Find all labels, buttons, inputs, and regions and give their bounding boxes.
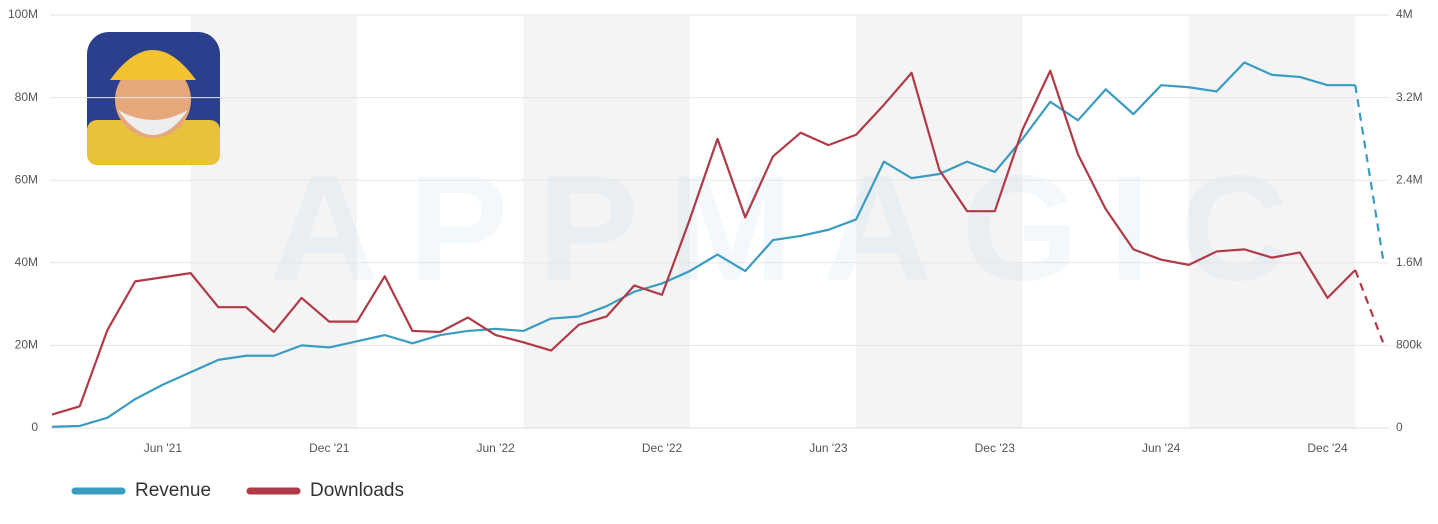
band bbox=[856, 15, 1023, 428]
bands bbox=[190, 15, 1356, 428]
series-line-forecast bbox=[1354, 269, 1385, 343]
app-icon bbox=[87, 32, 220, 165]
y2-tick-label: 4M bbox=[1396, 7, 1413, 21]
y2-tick-label: 2.4M bbox=[1396, 172, 1423, 186]
x-tick-label: Jun '23 bbox=[809, 441, 848, 455]
y-tick-label: 0 bbox=[31, 420, 38, 434]
y-tick-label: 40M bbox=[15, 255, 38, 269]
series-line bbox=[51, 61, 1356, 428]
y2-tick-label: 1.6M bbox=[1396, 255, 1423, 269]
band bbox=[523, 15, 690, 428]
x-tick-label: Jun '24 bbox=[1142, 441, 1181, 455]
y-tick-label: 80M bbox=[15, 90, 38, 104]
y2-tick-label: 0 bbox=[1396, 420, 1403, 434]
x-tick-label: Jun '21 bbox=[144, 441, 183, 455]
y2-tick-label: 3.2M bbox=[1396, 90, 1423, 104]
y2-tick-label: 800k bbox=[1396, 338, 1423, 352]
band bbox=[1188, 15, 1356, 428]
y-tick-label: 60M bbox=[15, 172, 38, 186]
y-tick-label: 100M bbox=[8, 7, 38, 21]
series-line bbox=[51, 69, 1357, 416]
x-tick-label: Dec '22 bbox=[642, 441, 683, 455]
legend-label: Revenue bbox=[135, 480, 211, 501]
x-tick-label: Dec '24 bbox=[1307, 441, 1348, 455]
x-tick-label: Dec '23 bbox=[975, 441, 1016, 455]
series-line-forecast bbox=[1354, 85, 1385, 259]
x-tick-label: Jun '22 bbox=[477, 441, 516, 455]
x-tick-label: Dec '21 bbox=[309, 441, 350, 455]
legend-label: Downloads bbox=[310, 480, 404, 501]
y-tick-label: 20M bbox=[15, 338, 38, 352]
watermark: APPMAGIC bbox=[270, 144, 1318, 312]
